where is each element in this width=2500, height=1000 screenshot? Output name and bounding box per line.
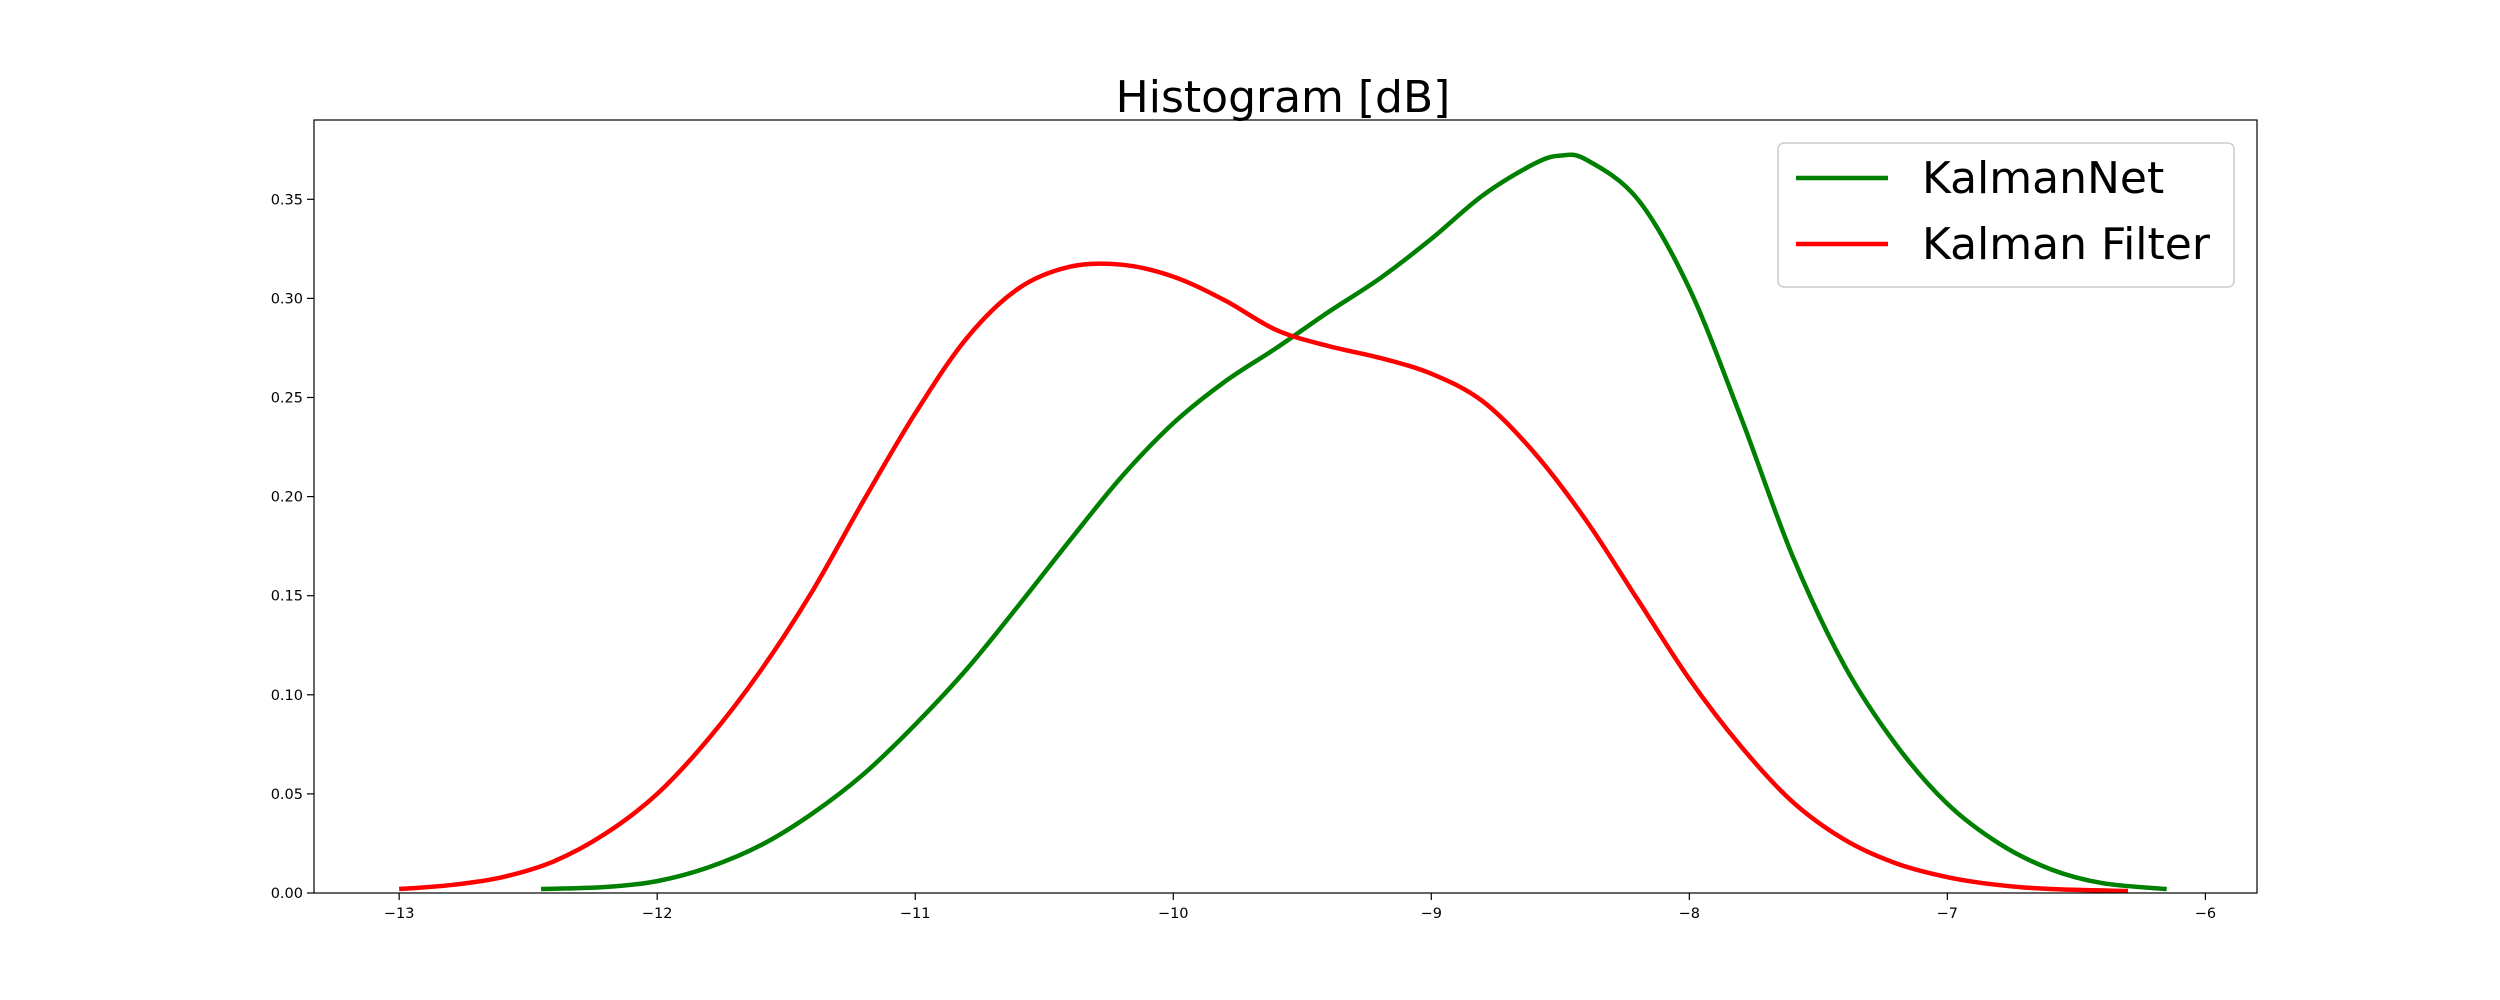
legend-box	[1777, 142, 2235, 288]
plot-lines	[398, 152, 2167, 894]
x-tick-label: −7	[1937, 906, 1958, 922]
chart-title: Histogram [dB]	[1116, 72, 1451, 123]
x-tick-label: −10	[1158, 906, 1189, 922]
y-tick-label: 0.00	[271, 886, 303, 902]
x-tick-label: −13	[384, 906, 415, 922]
y-tick-label: 0.25	[271, 390, 303, 406]
y-tick-label: 0.15	[271, 589, 303, 605]
y-tick-label: 0.05	[271, 787, 303, 803]
y-tick-label: 0.10	[271, 688, 303, 704]
series-line-kalman-filter	[398, 261, 2129, 894]
y-tick-label: 0.30	[271, 291, 303, 307]
y-tick-label: 0.35	[271, 192, 303, 208]
legend-kalman-filter-label: Kalman Filter	[1922, 219, 2211, 270]
y-axis: 0.00 0.05 0.10 0.15 0.20 0.25 0.30 0.35	[271, 192, 314, 902]
y-tick-label: 0.20	[271, 490, 303, 506]
x-tick-label: −8	[1679, 906, 1700, 922]
series-line-kalmannet	[541, 152, 2167, 892]
legend-kalmannet-label: KalmanNet	[1922, 153, 2164, 204]
x-tick-label: −12	[642, 906, 673, 922]
x-axis: −13 −12 −11 −10 −9 −8 −7 −6	[384, 893, 2216, 922]
x-tick-label: −11	[900, 906, 931, 922]
x-tick-label: −6	[2195, 906, 2216, 922]
plot-frame	[313, 119, 2258, 894]
x-tick-label: −9	[1421, 906, 1442, 922]
legend: KalmanNet Kalman Filter	[1777, 142, 2235, 288]
